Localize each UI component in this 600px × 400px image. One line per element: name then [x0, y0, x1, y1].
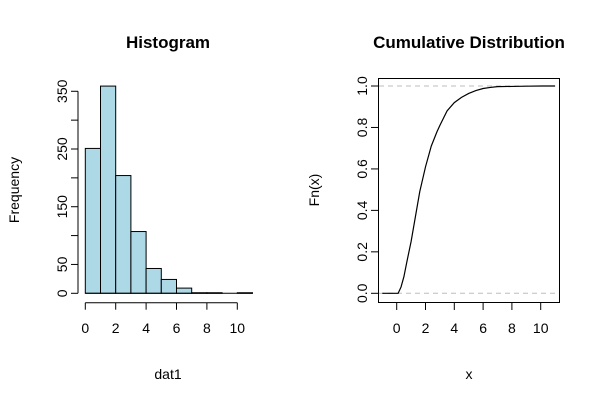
- ecdf-y-tick-label: 0.2: [354, 242, 370, 262]
- histogram-y-tick-label: 350: [54, 79, 70, 103]
- histogram-y-tick-label: 150: [54, 195, 70, 219]
- histogram-x-tick-label: 6: [173, 320, 181, 336]
- histogram-x-tick-label: 2: [112, 320, 120, 336]
- ecdf-y-tick-label: 0.4: [354, 200, 370, 220]
- histogram-bar: [115, 175, 132, 294]
- ecdf-y-tick-label: 0.8: [354, 118, 370, 138]
- histogram-x-axis: 0 2 4 6 8 10: [81, 302, 246, 336]
- ecdf-panel: Cumulative Distribution 0.0 0.2 0.4 0.6 0.8 1…: [306, 33, 565, 382]
- histogram-y-axis: 0 50 150 250 350: [54, 79, 79, 297]
- ecdf-x-tick-label: 8: [508, 320, 516, 336]
- ecdf-x-tick-label: 6: [479, 320, 487, 336]
- histogram-y-tick-label: 0: [54, 289, 70, 297]
- histogram-bars: [84, 85, 254, 294]
- histogram-title: Histogram: [126, 33, 210, 52]
- histogram-x-tick-label: 10: [230, 320, 246, 336]
- ecdf-x-label: x: [466, 366, 473, 382]
- ecdf-x-tick-label: 2: [422, 320, 430, 336]
- ecdf-y-tick-label: 1.0: [354, 76, 370, 96]
- histogram-bar: [145, 267, 162, 294]
- ecdf-line: [382, 85, 556, 294]
- histogram-bar: [100, 85, 117, 294]
- histogram-y-label: Frequency: [6, 157, 22, 223]
- ecdf-x-tick-label: 0: [393, 320, 401, 336]
- ecdf-plot-box: [378, 78, 560, 303]
- histogram-y-tick-label: 50: [54, 256, 70, 272]
- ecdf-x-tick-label: 4: [450, 320, 458, 336]
- ecdf-y-tick-label: 0.6: [354, 159, 370, 179]
- ecdf-title: Cumulative Distribution: [373, 33, 565, 52]
- ecdf-reference-lines: [379, 85, 559, 294]
- histogram-x-label: dat1: [154, 366, 181, 382]
- ecdf-y-axis: 0.0 0.2 0.4 0.6 0.8 1.0: [354, 76, 379, 303]
- histogram-x-tick-label: 4: [142, 320, 150, 336]
- ecdf-y-tick-label: 0.0: [354, 283, 370, 303]
- histogram-x-tick-label: 8: [203, 320, 211, 336]
- histogram-bar: [160, 278, 178, 294]
- histogram-panel: Histogram 0 50 150 250 350 0 2 4 6 8 10 dat1 Freq…: [6, 33, 254, 382]
- histogram-bar: [176, 287, 193, 294]
- histogram-bar: [130, 231, 147, 294]
- histogram-y-tick-label: 250: [54, 137, 70, 161]
- histogram-bar: [84, 147, 102, 294]
- histogram-x-tick-label: 0: [81, 320, 89, 336]
- ecdf-x-axis: 0 2 4 6 8 10: [393, 302, 549, 336]
- ecdf-x-tick-label: 10: [533, 320, 549, 336]
- ecdf-y-label: Fn(x): [306, 174, 322, 207]
